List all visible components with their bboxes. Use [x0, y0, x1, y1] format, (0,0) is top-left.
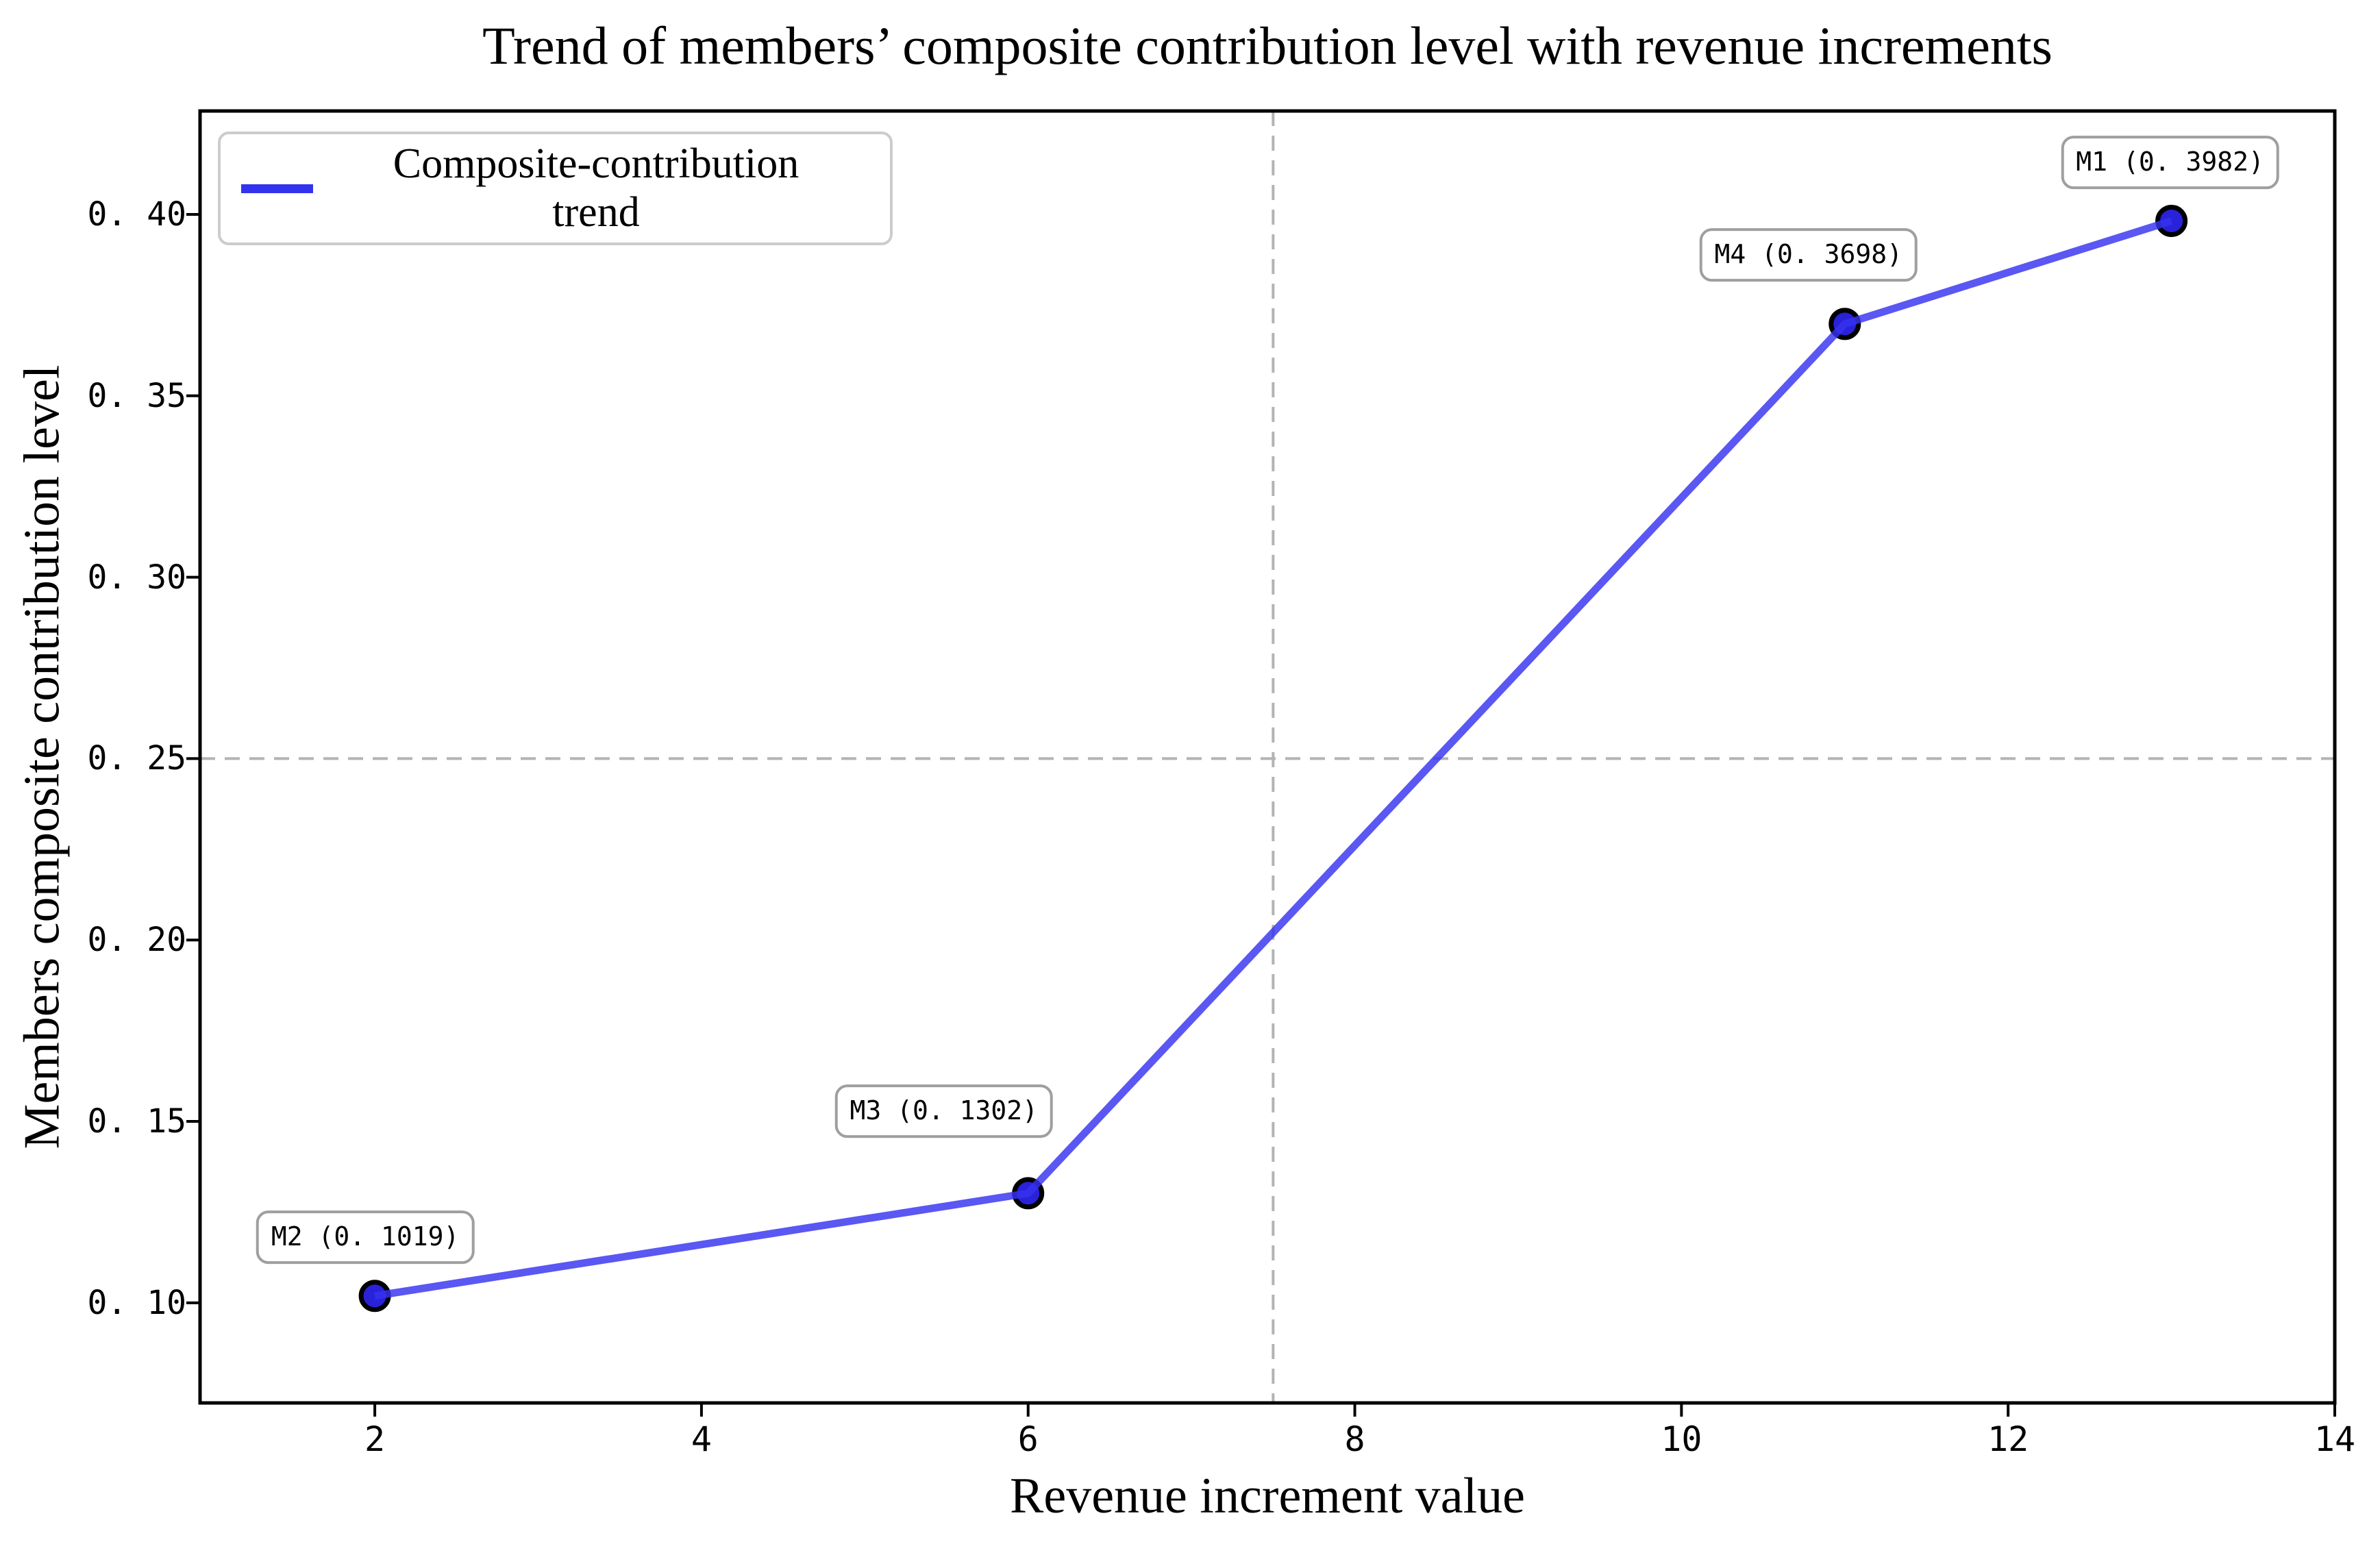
plot-border [198, 109, 2337, 1405]
legend-label: Composite-contribution trend [313, 140, 879, 238]
x-tick-label: 12 [1987, 1419, 2029, 1459]
point-label-m3: M3 (0. 1302) [834, 1084, 1053, 1138]
x-tick-label: 2 [364, 1419, 386, 1459]
y-tick-label: 0. 30 [87, 558, 187, 597]
x-tick-label: 4 [691, 1419, 712, 1459]
point-label-m2: M2 (0. 1019) [256, 1210, 475, 1264]
y-tick-label: 0. 20 [87, 921, 187, 960]
data-series [358, 204, 2188, 1313]
legend-label-line2: trend [552, 189, 640, 236]
y-tick-label: 0. 10 [87, 1283, 187, 1322]
y-tick-label: 0. 15 [87, 1102, 187, 1141]
legend-line-swatch [241, 184, 313, 193]
y-axis-label: Members composite contribution level [14, 364, 71, 1149]
y-tick-label: 0. 35 [87, 376, 187, 415]
reference-lines [200, 111, 2335, 1403]
axis-tick-marks [186, 212, 2336, 1417]
x-tick-label: 14 [2314, 1419, 2356, 1459]
x-tick-label: 8 [1344, 1419, 1365, 1459]
y-tick-label: 0. 40 [87, 195, 187, 234]
legend: Composite-contribution trend [218, 132, 893, 245]
trend-line [374, 217, 2173, 1300]
legend-label-line1: Composite-contribution [393, 140, 799, 187]
chart-title: Trend of members’ composite contribution… [482, 16, 2053, 75]
x-tick-label: 6 [1017, 1419, 1039, 1459]
x-tick-label: 10 [1661, 1419, 1702, 1459]
y-tick-label: 0. 25 [87, 739, 187, 778]
point-label-m1: M1 (0. 3982) [2061, 136, 2279, 190]
x-axis-label: Revenue increment value [1010, 1468, 1525, 1524]
point-label-m4: M4 (0. 3698) [1699, 227, 1918, 282]
